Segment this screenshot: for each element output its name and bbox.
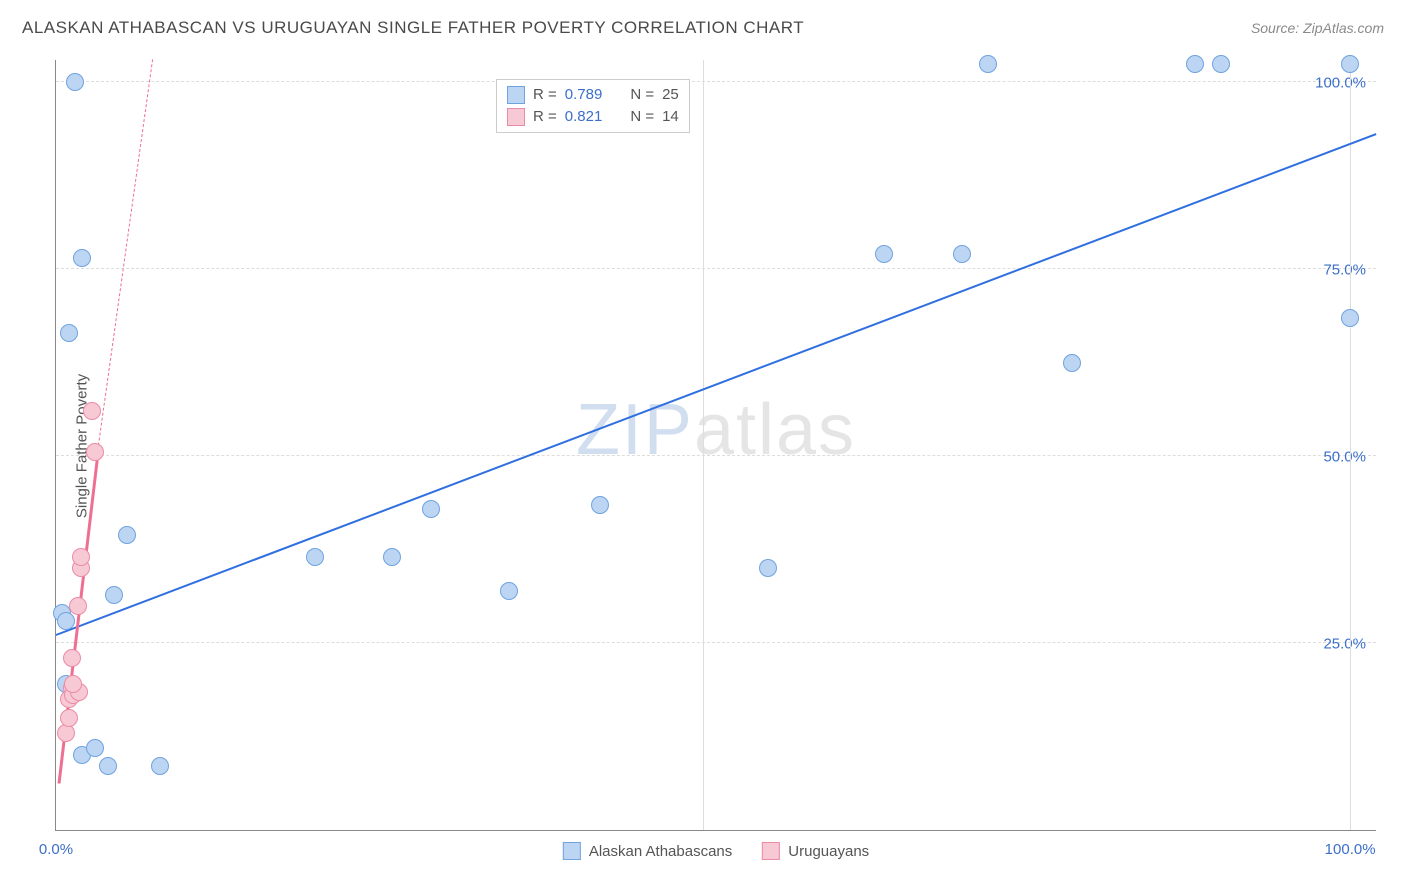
data-point xyxy=(57,612,75,630)
legend-row: R =0.789N =25 xyxy=(507,84,679,106)
data-point xyxy=(99,757,117,775)
n-value: 25 xyxy=(662,86,679,103)
series-legend: Alaskan Athabascans Uruguayans xyxy=(563,842,869,860)
gridline-vertical xyxy=(1350,60,1351,830)
data-point xyxy=(60,709,78,727)
legend-swatch xyxy=(507,108,525,126)
gridline-vertical xyxy=(703,60,704,830)
data-point xyxy=(1341,309,1359,327)
legend-item: Uruguayans xyxy=(762,842,869,860)
gridline-horizontal xyxy=(56,455,1376,456)
watermark: ZIPatlas xyxy=(576,389,856,471)
chart-source: Source: ZipAtlas.com xyxy=(1251,20,1384,36)
trend-line xyxy=(56,133,1377,636)
data-point xyxy=(500,582,518,600)
plot-area: ZIPatlas 25.0%50.0%75.0%100.0%0.0%100.0%… xyxy=(55,60,1376,831)
n-value: 14 xyxy=(662,108,679,125)
data-point xyxy=(306,548,324,566)
data-point xyxy=(1341,55,1359,73)
x-tick-label: 0.0% xyxy=(39,841,73,858)
data-point xyxy=(86,739,104,757)
data-point xyxy=(64,675,82,693)
legend-swatch xyxy=(563,842,581,860)
data-point xyxy=(73,249,91,267)
data-point xyxy=(875,245,893,263)
y-tick-label: 75.0% xyxy=(1323,262,1366,279)
data-point xyxy=(118,526,136,544)
r-value: 0.789 xyxy=(565,86,603,103)
legend-row: R =0.821N =14 xyxy=(507,106,679,128)
data-point xyxy=(953,245,971,263)
data-point xyxy=(60,324,78,342)
data-point xyxy=(422,500,440,518)
y-tick-label: 100.0% xyxy=(1315,75,1366,92)
data-point xyxy=(69,597,87,615)
correlation-legend: R =0.789N =25R =0.821N =14 xyxy=(496,79,690,133)
x-tick-label: 100.0% xyxy=(1325,841,1376,858)
data-point xyxy=(383,548,401,566)
data-point xyxy=(105,586,123,604)
data-point xyxy=(1063,354,1081,372)
data-point xyxy=(1186,55,1204,73)
data-point xyxy=(979,55,997,73)
chart-header: ALASKAN ATHABASCAN VS URUGUAYAN SINGLE F… xyxy=(22,18,1384,38)
data-point xyxy=(83,402,101,420)
y-tick-label: 25.0% xyxy=(1323,636,1366,653)
gridline-horizontal xyxy=(56,81,1376,82)
data-point xyxy=(591,496,609,514)
data-point xyxy=(66,73,84,91)
legend-swatch xyxy=(762,842,780,860)
data-point xyxy=(86,443,104,461)
legend-label: Alaskan Athabascans xyxy=(589,843,732,860)
data-point xyxy=(151,757,169,775)
legend-item: Alaskan Athabascans xyxy=(563,842,732,860)
y-tick-label: 50.0% xyxy=(1323,449,1366,466)
trend-line xyxy=(97,59,154,455)
legend-swatch xyxy=(507,86,525,104)
gridline-horizontal xyxy=(56,268,1376,269)
chart-title: ALASKAN ATHABASCAN VS URUGUAYAN SINGLE F… xyxy=(22,18,804,38)
legend-label: Uruguayans xyxy=(788,843,869,860)
r-value: 0.821 xyxy=(565,108,603,125)
data-point xyxy=(63,649,81,667)
data-point xyxy=(759,559,777,577)
watermark-right: atlas xyxy=(694,390,856,470)
data-point xyxy=(1212,55,1230,73)
gridline-horizontal xyxy=(56,642,1376,643)
data-point xyxy=(72,548,90,566)
